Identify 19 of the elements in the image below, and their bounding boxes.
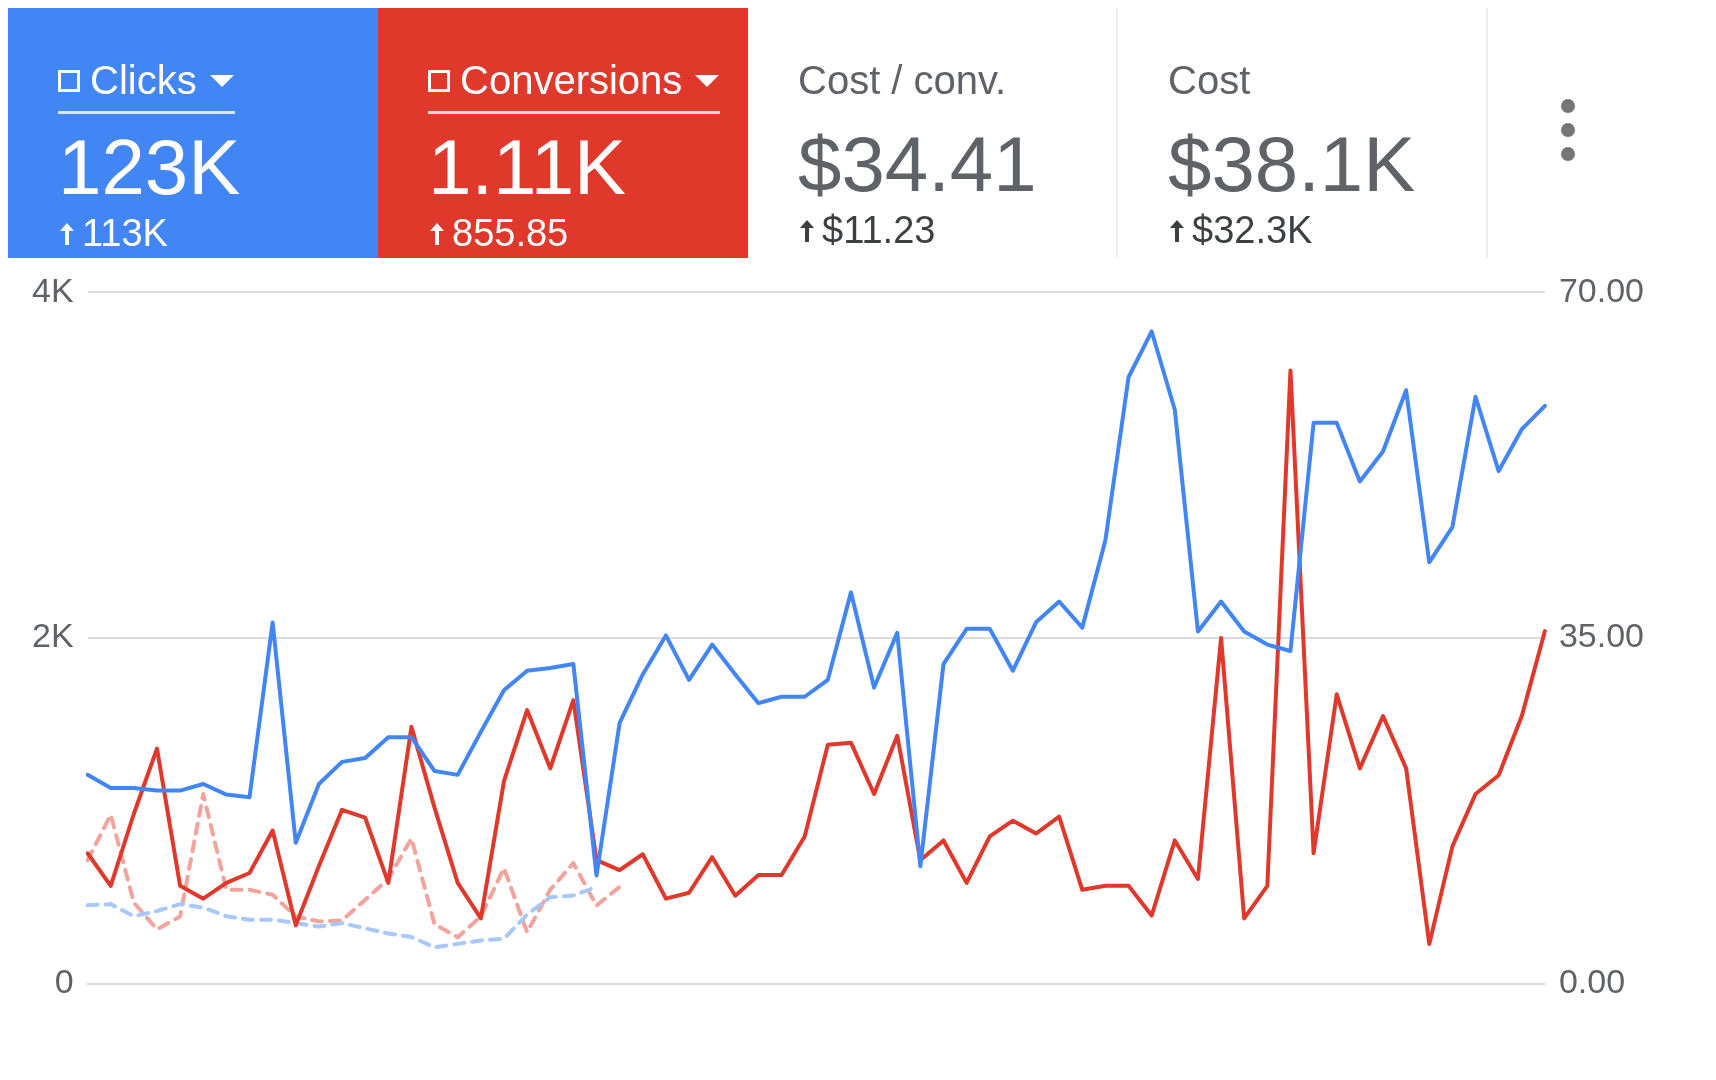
line-series	[85, 792, 622, 940]
legend-label: Clicks	[90, 58, 197, 103]
text: 855.85	[452, 212, 569, 255]
y-tick-label: 0	[54, 961, 74, 1000]
text: $34.41	[798, 119, 1038, 209]
text: 123K	[58, 122, 242, 212]
y2-tick-label: 70.00	[1558, 270, 1645, 309]
y-tick-label: 4K	[31, 270, 74, 309]
legend-label: Conversions	[460, 58, 683, 103]
y2-tick-label: 35.00	[1558, 616, 1645, 655]
y2-tick-label: 0.00	[1558, 961, 1626, 1000]
text: Cost / conv.	[798, 58, 1007, 103]
text: $32.3K	[1192, 209, 1313, 252]
text: 113K	[82, 212, 168, 255]
text: Cost	[1168, 58, 1251, 103]
text: 1.11K	[428, 122, 628, 212]
text: $38.1K	[1168, 119, 1417, 209]
y-tick-label: 2K	[31, 616, 74, 655]
text: $11.23	[822, 209, 936, 252]
